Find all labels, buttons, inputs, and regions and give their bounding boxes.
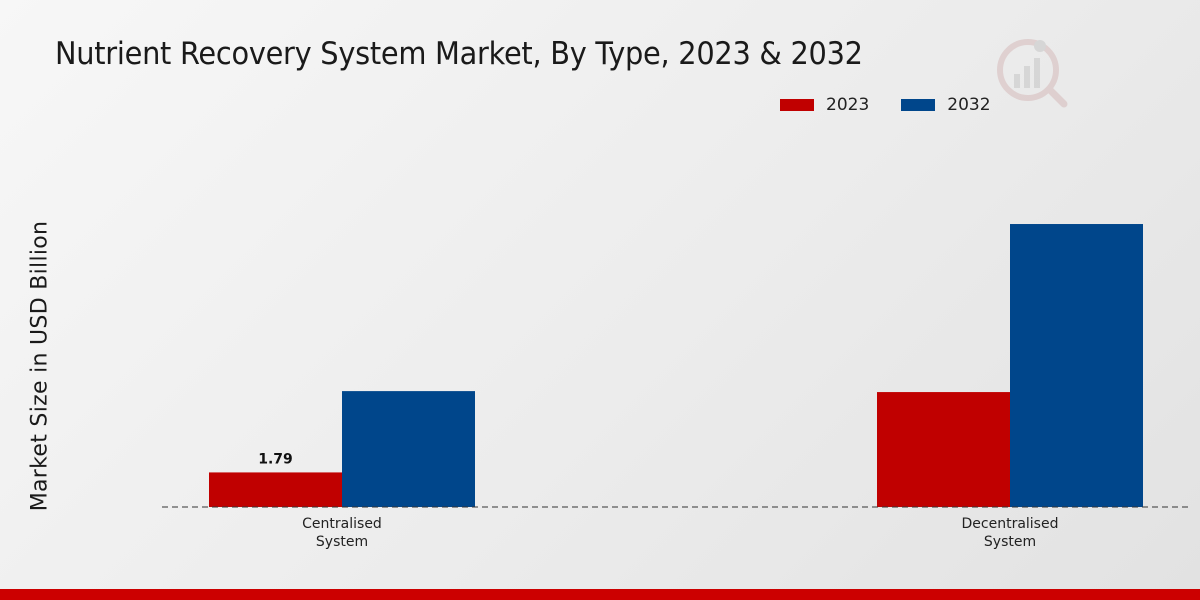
legend-item-2023: 2023 bbox=[780, 95, 869, 115]
x-tick-label-centralised: Centralised System bbox=[302, 516, 382, 550]
legend-swatch-2023 bbox=[780, 99, 814, 111]
data-label-2023-0: 1.79 bbox=[258, 451, 293, 467]
legend-swatch-2032 bbox=[901, 99, 936, 111]
legend-label-2023: 2023 bbox=[826, 95, 870, 115]
legend-item-2032: 2032 bbox=[901, 95, 991, 115]
x-tick-label-decentralised: Decentralised System bbox=[962, 516, 1059, 550]
legend-label-2032: 2032 bbox=[947, 95, 991, 115]
legend: 2023 2032 bbox=[780, 95, 1023, 115]
watermark-logo-icon bbox=[997, 39, 1068, 108]
bottom-accent-bar bbox=[0, 589, 1200, 600]
bar-2023-decentralised bbox=[877, 392, 1010, 507]
bar-2032-centralised bbox=[342, 391, 475, 507]
chart-title: Nutrient Recovery System Market, By Type… bbox=[55, 36, 863, 72]
bar-2023-centralised bbox=[209, 472, 342, 507]
bar-2032-decentralised bbox=[1010, 224, 1143, 507]
